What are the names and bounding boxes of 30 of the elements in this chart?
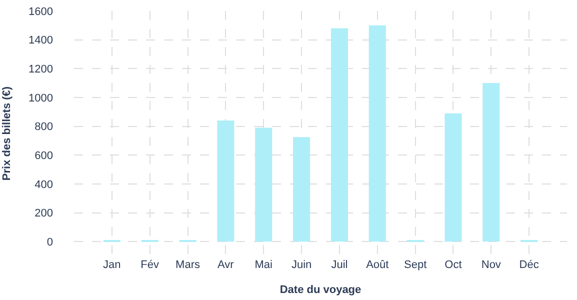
- x-tick-label: Fév: [140, 259, 160, 271]
- y-axis-title: Prix des billets (€): [1, 86, 14, 181]
- bar: [255, 128, 272, 242]
- x-tick-label: Mai: [254, 259, 272, 271]
- y-tick-label: 1400: [28, 34, 53, 47]
- bar: [444, 113, 462, 242]
- y-tick-label: 800: [34, 121, 53, 134]
- y-tick-label: 1200: [28, 64, 53, 76]
- y-tick-label: 400: [34, 178, 53, 191]
- x-tick-label: Nov: [481, 259, 502, 271]
- bar: [217, 120, 234, 242]
- x-tick-label: Oct: [444, 259, 462, 271]
- y-tick-label: 200: [34, 208, 53, 220]
- y-tick-label: 0: [46, 236, 53, 248]
- y-tick-label: 1600: [28, 6, 53, 18]
- x-tick-label: Juil: [331, 259, 348, 271]
- bar: [330, 28, 348, 242]
- bar: [368, 25, 386, 242]
- x-tick-label: Avr: [218, 259, 234, 271]
- x-tick-label: Jan: [103, 259, 121, 271]
- x-tick-label: Déc: [519, 259, 540, 271]
- x-tick-label: Sept: [404, 259, 427, 271]
- x-tick-label: Juin: [291, 259, 312, 271]
- x-axis-title: Date du voyage: [280, 284, 362, 296]
- bar: [482, 83, 500, 242]
- y-tick-label: 1000: [28, 92, 53, 104]
- x-tick-label: Mars: [176, 259, 200, 271]
- y-tick-label: 600: [34, 150, 53, 162]
- bar: [293, 137, 310, 242]
- x-tick-label: Août: [366, 259, 389, 271]
